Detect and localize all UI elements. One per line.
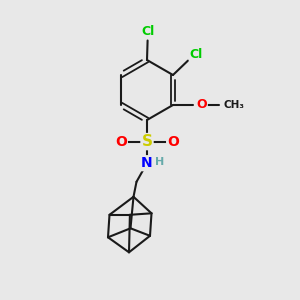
- Text: Cl: Cl: [190, 48, 203, 61]
- Text: O: O: [167, 135, 179, 148]
- Text: S: S: [142, 134, 152, 149]
- Text: CH₃: CH₃: [223, 100, 244, 110]
- Text: O: O: [115, 135, 127, 148]
- Text: H: H: [155, 157, 165, 167]
- Text: O: O: [196, 98, 207, 112]
- Text: N: N: [141, 156, 153, 170]
- Text: Cl: Cl: [141, 25, 154, 38]
